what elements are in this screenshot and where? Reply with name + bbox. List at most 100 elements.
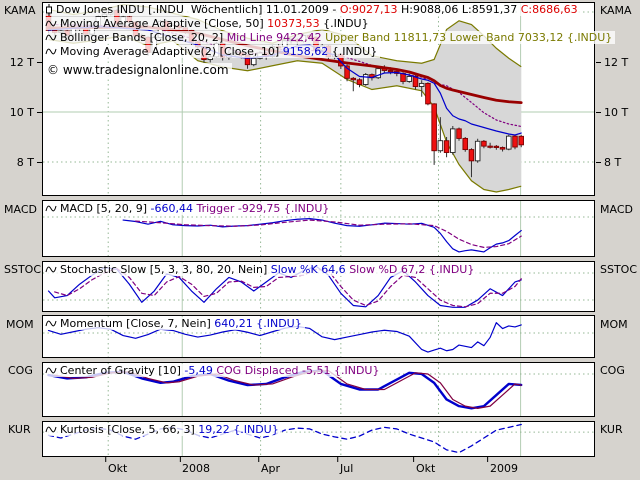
candle-down xyxy=(468,149,475,162)
price-tickmark xyxy=(37,112,42,113)
candle-down xyxy=(512,135,518,148)
candle-up xyxy=(437,140,444,152)
legend-text: Momentum [Close, 7, Nein] xyxy=(60,317,215,330)
x-tick-okt-2007: Okt xyxy=(108,462,128,475)
candle-down xyxy=(344,65,350,79)
candle-down xyxy=(431,103,437,152)
legend-text: MACD [5, 20, 9] xyxy=(60,202,151,215)
kurtosis-line xyxy=(47,423,522,454)
price-tick-12t-right: 12 T xyxy=(604,56,629,69)
legend-ma-adaptive-10[interactable]: Moving Average Adaptive(2) [Close, 10] 9… xyxy=(44,45,381,58)
candle-up xyxy=(450,128,456,153)
legend-text: Center of Gravity [10] xyxy=(60,364,185,377)
price-tickmark xyxy=(37,62,42,63)
legend-text: {.INDU} xyxy=(328,45,378,58)
legend-text: {.INDU} xyxy=(319,17,369,30)
price-tick-8t-right: 8 T xyxy=(604,156,622,169)
macd-line xyxy=(122,218,522,253)
candle-up xyxy=(506,135,512,150)
price-tick-10t-left: 10 T xyxy=(9,106,34,119)
candle-up xyxy=(406,75,413,82)
right-panel-label-cog: COG xyxy=(600,364,625,377)
slow-percent-d xyxy=(54,267,522,308)
price-tick-8t-left: 8 T xyxy=(16,156,34,169)
candle-down xyxy=(350,77,357,81)
legend-text: Slow %D 67,2 {.INDU} xyxy=(349,263,475,276)
candle-down xyxy=(518,135,524,146)
legend-text: Dow Jones INDU [.INDU Wöchentlich] 11.01… xyxy=(56,3,340,16)
wave-icon xyxy=(45,204,57,213)
x-tick-2008: 2008 xyxy=(182,462,210,475)
wave-icon xyxy=(45,319,57,328)
candle-up xyxy=(251,57,257,66)
legend-momentum[interactable]: Momentum [Close, 7, Nein] 640,21 {.INDU} xyxy=(44,317,305,330)
wave-icon xyxy=(45,19,57,28)
kurtosis-panel[interactable] xyxy=(42,421,595,457)
wave-icon xyxy=(45,33,57,42)
x-tick-2009: 2009 xyxy=(490,462,518,475)
left-panel-label-kama: KAMA xyxy=(4,4,36,17)
price-tickmark xyxy=(596,162,601,163)
legend-text: Kurtosis [Close, 5, 66, 3] xyxy=(60,423,199,436)
left-panel-label-cog: COG xyxy=(8,364,33,377)
watermark: © www.tradesignalonline.com xyxy=(44,63,232,77)
right-panel-label-sstoc: SSTOC xyxy=(600,263,638,276)
legend-text: 9158,62 xyxy=(282,45,329,58)
wave-icon xyxy=(45,366,57,375)
candle-down xyxy=(499,147,506,150)
moving-average-adaptive-10 xyxy=(47,25,522,136)
wave-icon xyxy=(45,425,57,434)
legend-text: O:9027,13 xyxy=(339,3,401,16)
price-tick-12t-left: 12 T xyxy=(9,56,34,69)
candle-down xyxy=(425,82,431,105)
legend-cog[interactable]: Center of Gravity [10] -5,49 COG Displac… xyxy=(44,364,383,377)
macd-plot xyxy=(43,201,594,256)
right-panel-label-mom: MOM xyxy=(600,318,628,331)
legend-text: Upper Band 11811,73 Lower Band 7033,12 {… xyxy=(325,31,613,44)
x-tick-okt-2008: Okt xyxy=(416,462,436,475)
macd-trigger-line xyxy=(134,219,522,248)
candlestick-icon xyxy=(45,3,53,16)
legend-text: Bollinger Bands [Close, 20, 2] xyxy=(60,31,227,44)
legend-text: C:8686,63 xyxy=(520,3,578,16)
wave-icon xyxy=(45,47,57,56)
candle-up xyxy=(362,74,369,85)
legend-text: Moving Average Adaptive [Close, 50] xyxy=(60,17,268,30)
candle-down xyxy=(456,128,462,139)
legend-text: -5,49 xyxy=(184,364,213,377)
legend-text: Stochastic Slow [5, 3, 3, 80, 20, Nein] xyxy=(60,263,271,276)
x-tick-jul: Jul xyxy=(340,462,354,475)
legend-text: Slow %K 64,6 xyxy=(270,263,346,276)
left-panel-label-macd: MACD xyxy=(4,203,37,216)
legend-text: Mid Line 9422,42 xyxy=(226,31,326,44)
legend-text: COG Displaced -5,51 {.INDU} xyxy=(216,364,380,377)
candle-down xyxy=(356,79,363,85)
price-tickmark xyxy=(37,162,42,163)
legend-bollinger-bands[interactable]: Bollinger Bands [Close, 20, 2] Mid Line … xyxy=(44,31,616,44)
legend-text: H:9088,06 L:8591,37 xyxy=(400,3,521,16)
legend-symbol[interactable]: Dow Jones INDU [.INDU Wöchentlich] 11.01… xyxy=(44,3,581,16)
legend-text: Moving Average Adaptive(2) [Close, 10] xyxy=(60,45,283,58)
candle-down xyxy=(487,145,493,148)
left-panel-label-sstoc: SSTOC xyxy=(4,263,42,276)
legend-ma-adaptive-50[interactable]: Moving Average Adaptive [Close, 50] 1037… xyxy=(44,17,372,30)
candle-down xyxy=(493,145,500,148)
momentum-line xyxy=(47,322,522,353)
price-tick-10t-right: 10 T xyxy=(604,106,629,119)
x-tick-apr: Apr xyxy=(261,462,281,475)
legend-text: Trigger -929,75 {.INDU} xyxy=(196,202,330,215)
x-axis-tickmarks xyxy=(105,457,489,462)
right-panel-label-kama: KAMA xyxy=(600,4,632,17)
candle-down xyxy=(443,140,450,153)
legend-text: -660,44 xyxy=(150,202,193,215)
legend-stochastic[interactable]: Stochastic Slow [5, 3, 3, 80, 20, Nein] … xyxy=(44,263,478,276)
legend-text: 19,22 {.INDU} xyxy=(198,423,279,436)
wave-icon xyxy=(45,265,57,274)
candle-down xyxy=(462,137,468,151)
legend-macd[interactable]: MACD [5, 20, 9] -660,44 Trigger -929,75 … xyxy=(44,202,333,215)
candle-up xyxy=(418,82,425,87)
legend-text: 640,21 {.INDU} xyxy=(214,317,302,330)
legend-kurtosis[interactable]: Kurtosis [Close, 5, 66, 3] 19,22 {.INDU} xyxy=(44,423,282,436)
price-tickmark xyxy=(596,62,601,63)
